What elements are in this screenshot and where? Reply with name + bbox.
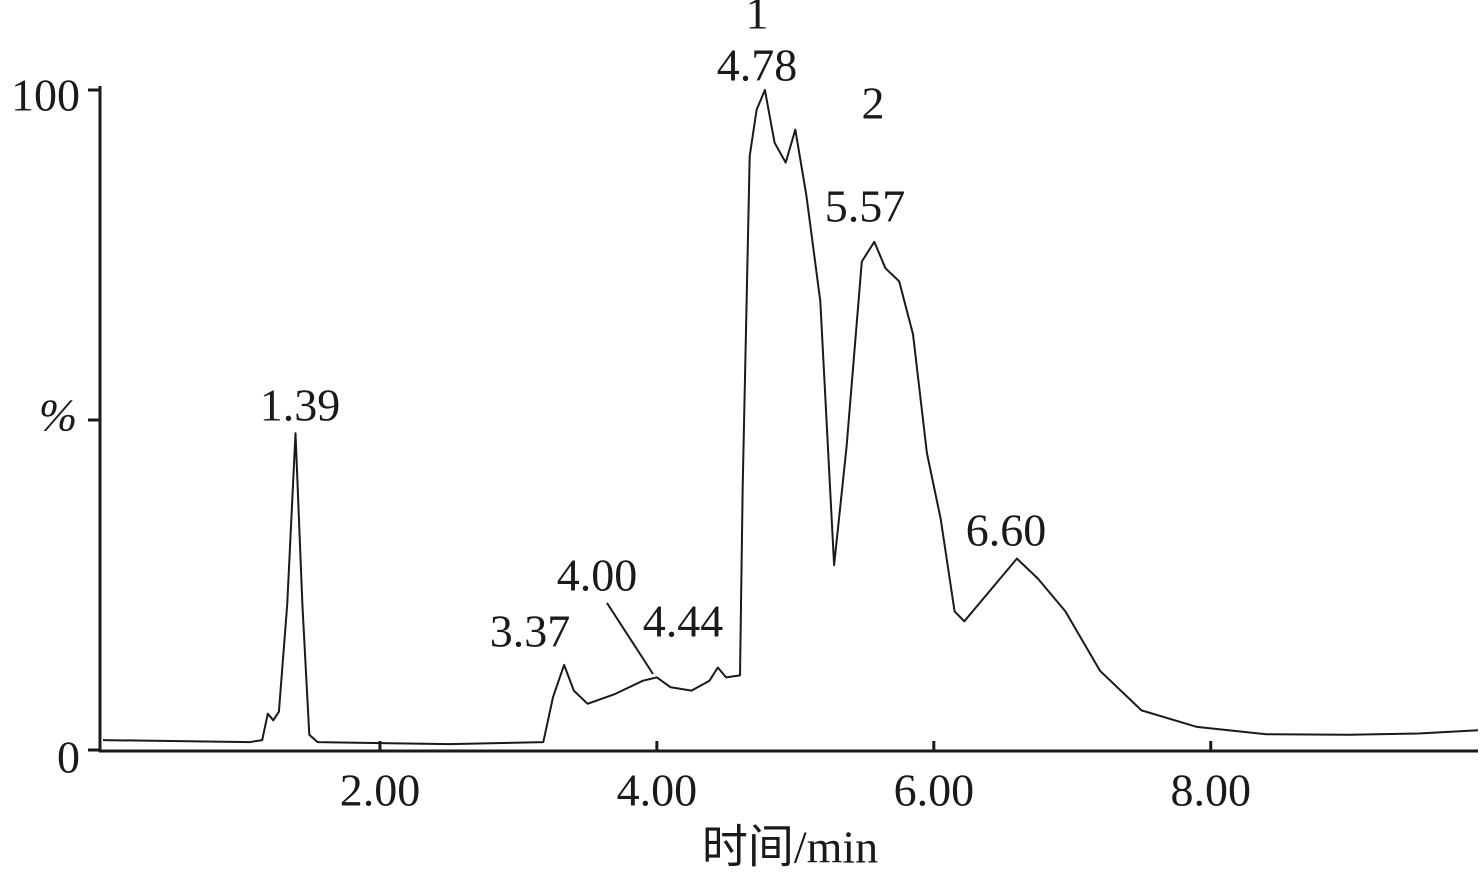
y-tick-label: 0 xyxy=(57,732,80,783)
peak-label: 5.57 xyxy=(825,181,906,232)
y-tick-label: % xyxy=(39,390,77,441)
x-tick-label: 6.00 xyxy=(894,765,975,816)
peak-label: 6.60 xyxy=(966,505,1047,556)
peak-label: 4.78 xyxy=(717,40,798,91)
trace-line xyxy=(102,89,1479,746)
x-tick-label: 2.00 xyxy=(340,765,421,816)
compound-label: 2 xyxy=(862,78,885,129)
leader-line xyxy=(606,602,654,675)
peak-label: 4.00 xyxy=(557,550,638,601)
compound-label: 1 xyxy=(746,0,769,39)
x-tick-label: 8.00 xyxy=(1171,765,1252,816)
x-axis-label: 时间/min xyxy=(702,822,878,873)
y-tick-label: 100 xyxy=(11,70,80,121)
x-tick-label: 4.00 xyxy=(617,765,698,816)
peak-label: 3.37 xyxy=(490,606,571,657)
peak-label: 1.39 xyxy=(260,380,341,431)
peak-label: 4.44 xyxy=(643,596,724,647)
